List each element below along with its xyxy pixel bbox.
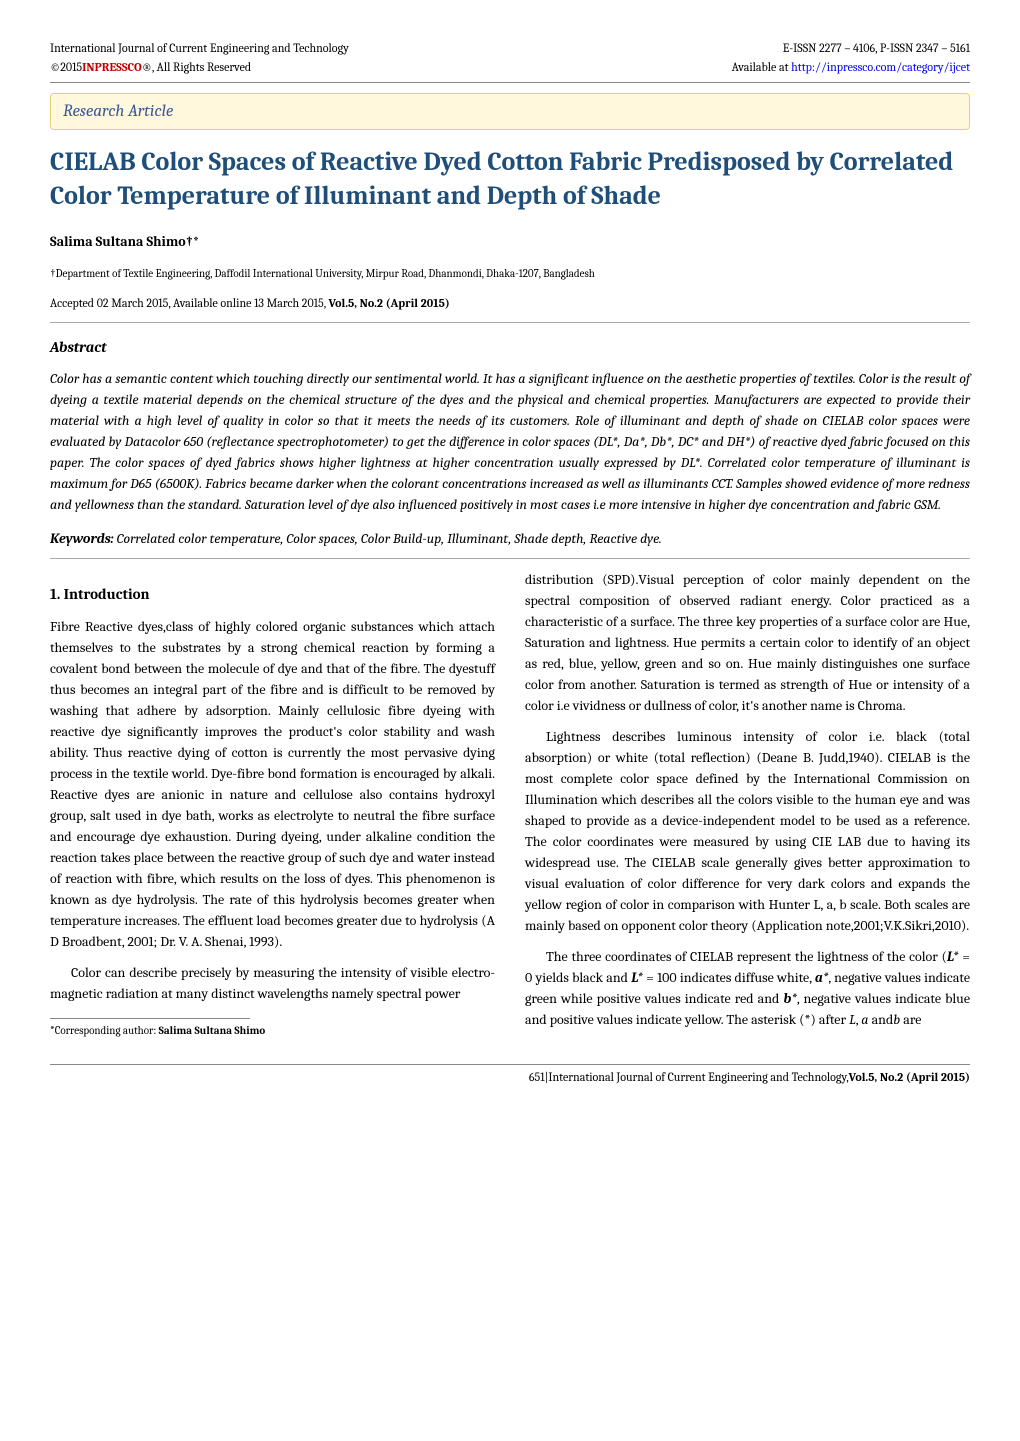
intro-heading: 1. Introduction [50,583,495,606]
footnote-divider [50,1018,250,1019]
abstract-top-divider [50,322,970,323]
p3-c: = 100 indicates diffuse white, [643,969,815,986]
footer-journal: International Journal of Current Enginee… [548,1069,848,1086]
page-number: 651 [529,1069,545,1086]
article-type-text: Research Article [63,102,173,121]
intro-para-2: Color can describe precisely by measurin… [50,962,495,1004]
available-prefix: Available at [732,60,792,74]
symbol-Lstar-1: L* [947,948,959,965]
dates-volume: Vol.5, No.2 (April 2015) [328,296,449,310]
footnote-author-name: Salima Sultana Shimo [159,1024,266,1037]
copyright-prefix: ©2015 [50,60,82,74]
copyright-line: ©2015INPRESSCO®, All Rights Reserved [50,59,251,76]
p3-f: and [869,1011,894,1028]
header-divider [50,82,970,83]
keywords-text: Correlated color temperature, Color spac… [117,530,662,547]
eissn: E-ISSN 2277 – 4106, P-ISSN 2347 – 5161 [783,40,970,57]
intro-para-1: Fibre Reactive dyes,class of highly colo… [50,616,495,952]
article-title: CIELAB Color Spaces of Reactive Dyed Cot… [50,146,970,214]
page-footer: 651| International Journal of Current En… [50,1064,970,1086]
right-para-1: distribution (SPD).Visual perception of … [525,569,970,716]
right-column: distribution (SPD).Visual perception of … [525,569,970,1040]
abstract-text: Color has a semantic content which touch… [50,368,970,515]
keywords-line: Keywords: Correlated color temperature, … [50,529,970,549]
right-para-2: Lightness describes luminous intensity o… [525,726,970,936]
footnote-prefix: *Corresponding author: [50,1024,159,1037]
journal-url[interactable]: http://inpressco.com/category/ijcet [791,60,970,74]
p3-a: The three coordinates of CIELAB represen… [546,948,947,965]
article-type-badge: Research Article [50,93,970,131]
symbol-L: L [849,1011,856,1028]
authors: Salima Sultana Shimo†* [50,232,970,252]
keywords-label: Keywords: [50,530,114,547]
journal-name: International Journal of Current Enginee… [50,40,349,57]
p3-g: are [900,1011,921,1028]
publisher-name: INPRESSCO [82,60,142,74]
left-column: 1. Introduction Fibre Reactive dyes,clas… [50,569,495,1040]
right-para-3: The three coordinates of CIELAB represen… [525,946,970,1030]
symbol-Lstar-2: L* [631,969,643,986]
available-line: Available at http://inpressco.com/catego… [732,59,970,76]
abstract-heading: Abstract [50,337,970,358]
abstract-bottom-divider [50,558,970,559]
symbol-astar: a* [815,969,828,986]
corresponding-author-footnote: *Corresponding author: Salima Sultana Sh… [50,1023,495,1040]
publication-dates: Accepted 02 March 2015, Available online… [50,295,970,312]
footer-volume: Vol.5, No.2 (April 2015) [849,1069,970,1086]
affiliation: †Department of Textile Engineering, Daff… [50,266,970,281]
body-columns: 1. Introduction Fibre Reactive dyes,clas… [50,569,970,1040]
symbol-bstar: b* [783,990,796,1007]
dates-prefix: Accepted 02 March 2015, Available online… [50,296,328,310]
symbol-a: a [861,1011,868,1028]
publisher-suffix: ®, All Rights Reserved [142,60,251,74]
